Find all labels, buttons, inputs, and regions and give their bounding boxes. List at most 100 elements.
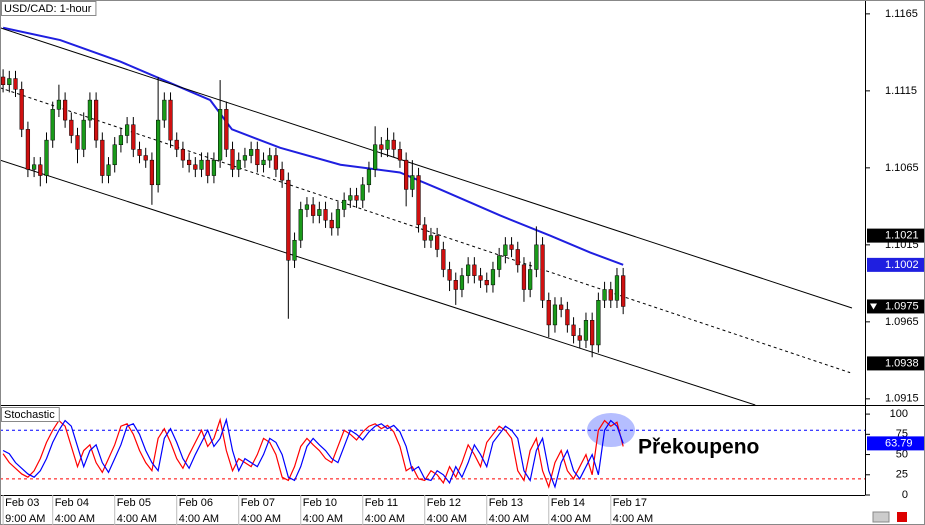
candle-body bbox=[187, 159, 192, 166]
y-tick-label: 1.0915 bbox=[885, 393, 919, 405]
x-tick-label: Feb 10 bbox=[303, 497, 337, 509]
candle-body bbox=[38, 164, 43, 176]
x-tick-time: 4:00 AM bbox=[613, 513, 653, 525]
candle-body bbox=[447, 269, 452, 281]
stochastic-line bbox=[2, 417, 624, 489]
candle-body bbox=[565, 309, 570, 326]
x-tick-label: Feb 12 bbox=[427, 497, 461, 509]
x-tick-label: Feb 05 bbox=[117, 497, 151, 509]
x-tick-time: 4:00 AM bbox=[179, 513, 219, 525]
candle-body bbox=[323, 209, 328, 221]
candle-body bbox=[286, 179, 291, 261]
x-tick-time: 9:00 AM bbox=[5, 513, 45, 525]
candle-body bbox=[348, 195, 353, 201]
candle-body bbox=[31, 164, 37, 170]
candle-body bbox=[13, 78, 18, 90]
candle-body bbox=[546, 300, 551, 326]
candle-body bbox=[19, 89, 24, 130]
candle-body bbox=[205, 159, 210, 176]
candle-body bbox=[94, 99, 99, 141]
candle-body bbox=[149, 159, 155, 186]
candle-body bbox=[311, 204, 316, 216]
candle-body bbox=[25, 129, 31, 170]
x-tick-label: Feb 04 bbox=[55, 497, 89, 509]
candle-body bbox=[193, 164, 198, 170]
candle-body bbox=[0, 76, 6, 85]
candle-body bbox=[100, 139, 105, 176]
candle-body bbox=[490, 269, 496, 286]
candle-body bbox=[428, 235, 434, 241]
y-tick-label: 25 bbox=[896, 469, 908, 481]
candle-body bbox=[397, 149, 403, 161]
candle-body bbox=[379, 144, 384, 150]
candle-body bbox=[422, 224, 427, 241]
title-box bbox=[1, 407, 60, 422]
candle-body bbox=[7, 78, 12, 85]
candle-body bbox=[280, 169, 285, 181]
candle-body bbox=[360, 184, 365, 201]
candle-body bbox=[292, 239, 297, 261]
candle-body bbox=[174, 139, 179, 150]
candle-body bbox=[441, 249, 446, 270]
x-tick-time: 4:00 AM bbox=[427, 513, 467, 525]
candle-body bbox=[453, 280, 458, 290]
candle-body bbox=[515, 249, 520, 266]
price-marker: 1.0938 bbox=[885, 357, 919, 369]
x-tick-label: Feb 13 bbox=[489, 497, 523, 509]
candle-body bbox=[249, 149, 254, 156]
y-tick-label: 1.1065 bbox=[885, 162, 919, 174]
overlay-last-label-box bbox=[867, 257, 924, 272]
candle-body bbox=[459, 275, 465, 290]
icon-close[interactable] bbox=[897, 512, 907, 522]
candle-body bbox=[125, 124, 130, 136]
price-marker: 1.1021 bbox=[885, 230, 919, 242]
candle-body bbox=[577, 335, 582, 341]
candle-body bbox=[199, 159, 204, 170]
candle-body bbox=[236, 159, 241, 170]
candle-body bbox=[69, 119, 74, 136]
candle-body bbox=[528, 269, 533, 290]
icon-settings[interactable] bbox=[872, 511, 890, 523]
candle-body bbox=[608, 289, 613, 301]
candle-body bbox=[317, 209, 322, 216]
candle-body bbox=[81, 119, 86, 150]
candle-body bbox=[497, 255, 502, 270]
candle-body bbox=[621, 275, 626, 307]
candle-body bbox=[385, 139, 390, 150]
overlay-line bbox=[0, 159, 756, 405]
last-close-label-box bbox=[867, 299, 924, 314]
candle-body bbox=[596, 300, 601, 346]
overlay-line bbox=[2, 26, 624, 266]
candle-body bbox=[255, 149, 260, 166]
candle-body bbox=[354, 195, 359, 201]
y-tick-label: 1.1115 bbox=[885, 85, 917, 97]
x-tick-time: 4:00 AM bbox=[303, 513, 343, 525]
candle-body bbox=[242, 155, 248, 161]
y-tick-label: 1.0965 bbox=[885, 316, 919, 328]
candle-body bbox=[44, 139, 49, 176]
candle-body bbox=[112, 144, 117, 166]
candle-body bbox=[50, 109, 55, 141]
chart-title: Stochastic bbox=[4, 409, 55, 421]
candle-body bbox=[590, 320, 595, 346]
candle-body bbox=[466, 264, 471, 276]
candle-body bbox=[298, 209, 303, 241]
x-tick-time: 4:00 AM bbox=[117, 513, 157, 525]
candle-body bbox=[478, 275, 483, 281]
candle-body bbox=[168, 99, 173, 141]
x-tick-label: Feb 07 bbox=[241, 497, 275, 509]
y-tick-label: 0 bbox=[902, 489, 908, 501]
candle-body bbox=[224, 109, 229, 150]
candle-body bbox=[571, 324, 576, 336]
candle-body bbox=[484, 280, 489, 286]
candle-body bbox=[137, 149, 142, 156]
candle-body bbox=[56, 99, 62, 110]
x-tick-label: Feb 14 bbox=[551, 497, 585, 509]
price-marker-box bbox=[867, 228, 924, 243]
candle-body bbox=[614, 275, 620, 301]
candle-body bbox=[552, 304, 558, 326]
y-tick-label: 1.1165 bbox=[885, 8, 918, 20]
overlay-line bbox=[0, 27, 853, 309]
stochastic-last-label: 63.79 bbox=[885, 437, 913, 449]
